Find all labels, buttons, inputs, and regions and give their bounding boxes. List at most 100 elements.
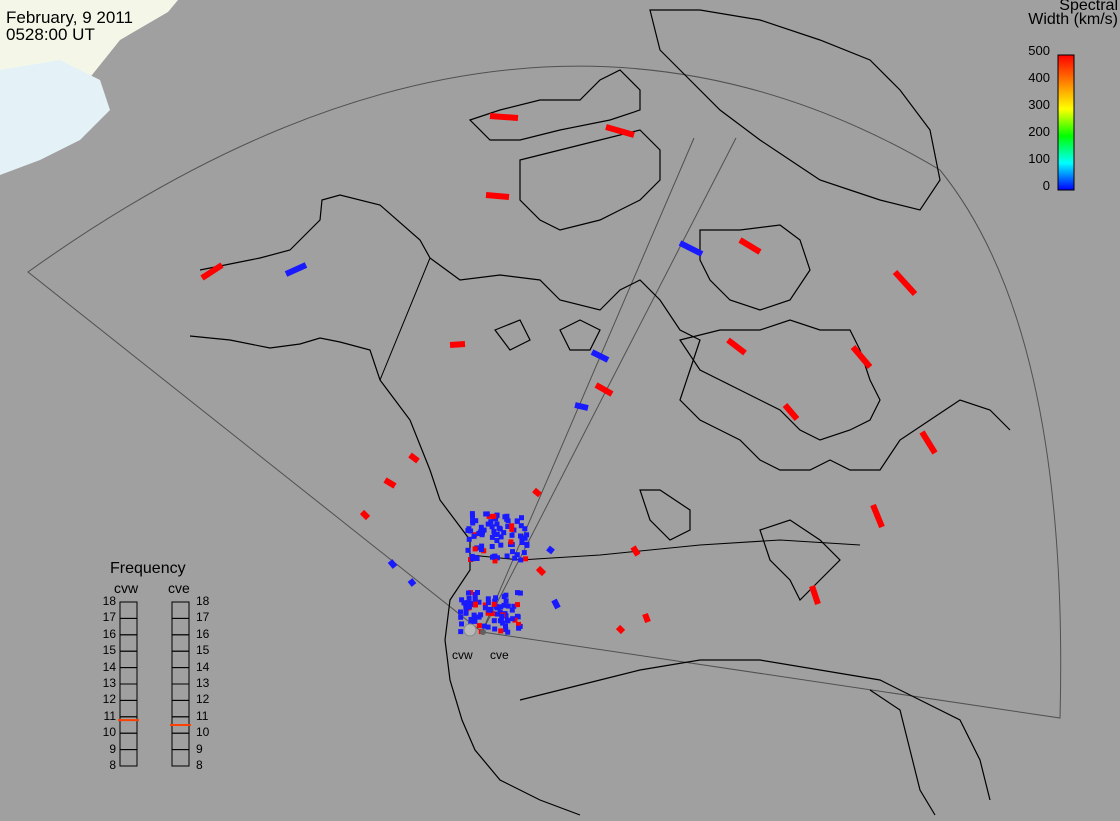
coastlines xyxy=(189,9,1011,816)
echo-cell xyxy=(510,616,516,622)
echo-segment xyxy=(387,559,398,569)
echo-cell xyxy=(519,515,524,521)
echo-cell xyxy=(471,612,477,618)
echo-cell xyxy=(481,527,487,533)
echo-cell xyxy=(489,544,495,549)
frequency-tick: 9 xyxy=(196,741,203,756)
echo-cell xyxy=(491,601,497,607)
echo-cell xyxy=(466,595,472,601)
echo-cell xyxy=(494,538,500,543)
echo-cell xyxy=(466,536,472,542)
echo-cell xyxy=(516,625,522,631)
echo-cell xyxy=(478,524,484,530)
echo-segment xyxy=(574,402,589,411)
echo-cell xyxy=(505,518,511,524)
echo-cell xyxy=(478,529,484,535)
echo-segment xyxy=(489,113,519,121)
frequency-title: Frequency xyxy=(110,560,186,577)
echo-segment xyxy=(485,192,510,200)
echo-segment xyxy=(383,477,397,489)
echo-segment xyxy=(782,403,800,421)
site-label-cve: cve xyxy=(490,648,509,662)
frequency-tick: 14 xyxy=(196,659,210,674)
echo-segment xyxy=(892,269,918,297)
frequency-tick: 17 xyxy=(102,610,116,625)
echo-cell xyxy=(505,603,511,609)
echo-segment xyxy=(359,509,371,521)
echo-cell xyxy=(459,621,464,627)
echo-cell xyxy=(492,532,497,537)
frequency-cell xyxy=(171,667,190,685)
frequency-cell xyxy=(119,667,138,685)
echo-cell xyxy=(501,602,507,608)
echo-cell xyxy=(485,610,491,616)
echo-cell xyxy=(502,514,508,520)
echo-cell xyxy=(465,528,471,533)
echo-cell xyxy=(514,518,520,524)
echo-cell xyxy=(485,521,491,527)
echo-segment xyxy=(546,545,555,555)
echo-cell xyxy=(470,520,476,526)
echo-cell xyxy=(504,553,510,559)
echo-cell xyxy=(524,532,530,538)
frequency-tick: 13 xyxy=(196,676,210,690)
echo-cell xyxy=(475,590,480,595)
echo-cell xyxy=(482,602,488,608)
echo-segment xyxy=(615,624,626,635)
echo-segment xyxy=(551,598,561,610)
echo-cell xyxy=(503,598,509,604)
echo-cell xyxy=(508,539,514,545)
echo-cell xyxy=(519,540,525,545)
echo-cell xyxy=(521,550,527,556)
echo-cell xyxy=(503,623,508,629)
frequency-tick: 14 xyxy=(102,659,116,674)
echo-cell xyxy=(468,601,473,606)
echo-segment xyxy=(809,585,821,605)
colorbar-tick: 400 xyxy=(1028,70,1050,85)
echo-cell xyxy=(458,614,464,620)
echo-cell xyxy=(472,546,478,552)
field-of-view xyxy=(27,65,1062,719)
echo-cell xyxy=(488,519,494,525)
frequency-tick: 16 xyxy=(102,626,116,641)
frequency-tick: 16 xyxy=(196,626,210,641)
echo-cell xyxy=(473,518,479,524)
radar-sites xyxy=(463,623,486,637)
daylight-patch xyxy=(0,0,178,175)
echo-segment xyxy=(200,262,224,281)
frequency-tick: 15 xyxy=(196,643,210,658)
echo-cell xyxy=(496,525,502,531)
echo-cell xyxy=(491,513,497,519)
frequency-tick: 18 xyxy=(196,594,210,608)
colorbar-title-line2: Width (km/s) xyxy=(1028,11,1118,28)
echo-cell xyxy=(497,618,503,624)
echo-cell xyxy=(498,542,504,548)
echo-cell xyxy=(504,617,510,623)
frequency-cell xyxy=(119,650,138,669)
echo-cell xyxy=(472,599,478,605)
echo-cell xyxy=(465,600,471,606)
frequency-tick: 12 xyxy=(196,692,210,707)
frequency-boxes xyxy=(118,601,191,767)
frequency-cell xyxy=(171,732,190,751)
echo-segment xyxy=(449,341,466,348)
echo-cell xyxy=(515,602,520,608)
echo-cell xyxy=(494,513,500,519)
echo-cell xyxy=(522,526,528,532)
echo-segment xyxy=(590,349,610,363)
echo-cell xyxy=(511,603,517,609)
echo-segment xyxy=(870,503,885,529)
frequency-cell xyxy=(119,601,138,619)
colorbar-tick: 500 xyxy=(1028,43,1050,58)
echo-cell xyxy=(498,604,504,610)
echo-cell xyxy=(514,613,520,619)
echo-cell xyxy=(476,614,482,620)
frequency-radar-cve: cve xyxy=(168,580,190,596)
echo-cell xyxy=(516,621,521,627)
echo-cell xyxy=(505,524,511,529)
colorbar-tick: 300 xyxy=(1028,97,1050,112)
echo-cell xyxy=(479,547,484,552)
frequency-tick: 10 xyxy=(196,725,210,740)
frequency-cell xyxy=(119,617,138,636)
echo-cell xyxy=(492,626,498,632)
